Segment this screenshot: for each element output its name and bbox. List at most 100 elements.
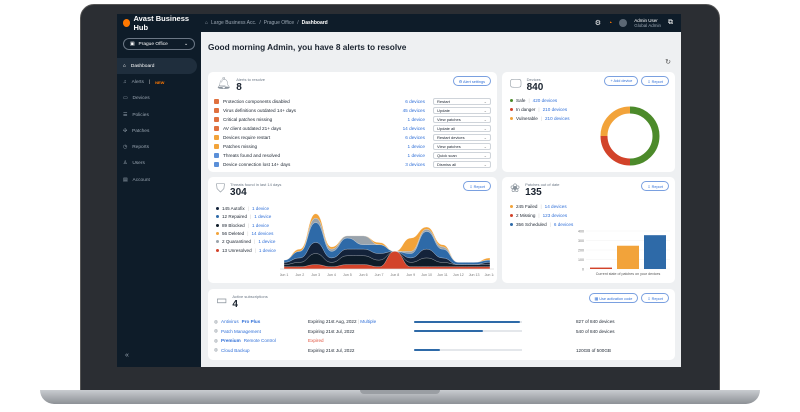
- subscription-name-link[interactable]: ◍ Premium Remote Control: [214, 338, 308, 344]
- patches-report-button[interactable]: ⇩ Report: [641, 181, 669, 191]
- subscription-tier: Premium: [221, 338, 241, 343]
- alert-action-select[interactable]: Restart devices ⌄: [433, 134, 491, 141]
- sidebar-item-dashboard[interactable]: ⌂ Dashboard: [117, 58, 197, 75]
- alert-devices-link[interactable]: 45 devices: [402, 108, 425, 113]
- legend-item: 356 Scheduled | 6 devices: [510, 222, 573, 227]
- sidebar-item-label: Alerts: [131, 79, 144, 85]
- alert-row: Patches missing 1 device View patches ⌄: [214, 142, 491, 151]
- laptop-base: [40, 390, 760, 404]
- gear-icon[interactable]: ⚙: [594, 20, 601, 27]
- bar-scheduled[interactable]: [644, 235, 666, 269]
- legend-devices-link[interactable]: 14 devices: [251, 230, 274, 236]
- legend-dot: [216, 231, 219, 235]
- legend-item: 56 Deleted | 14 devices: [216, 231, 273, 236]
- alert-text: Protection components disabled: [223, 99, 290, 104]
- subscription-name-link[interactable]: ◍ Cloud Backup: [214, 347, 308, 353]
- report-label: Report: [473, 184, 485, 189]
- bar-missing[interactable]: [590, 267, 612, 269]
- legend-label: 356 Scheduled: [516, 222, 547, 227]
- patch-icon: ❀: [510, 181, 521, 195]
- shield-icon: ⛉: [216, 181, 226, 195]
- x-tick-label: Jun 7: [375, 273, 384, 277]
- account-icon: ▤: [123, 177, 128, 183]
- donut-slice-vulnerable[interactable]: [600, 106, 631, 137]
- legend-devices-link[interactable]: 210 devices: [542, 107, 568, 112]
- alert-devices-link[interactable]: 6 devices: [405, 99, 425, 104]
- subscriptions-report-button[interactable]: ⇩ Report: [641, 293, 669, 303]
- apps-icon[interactable]: ⧉: [668, 19, 673, 26]
- alert-devices-link[interactable]: 1 device: [407, 117, 425, 122]
- alert-row: Virus definitions outdated 14+ days 45 de…: [214, 106, 491, 115]
- sidebar-item-users[interactable]: ♙ Users: [117, 156, 201, 172]
- action-label: View patches: [437, 144, 461, 149]
- use-activation-code-button[interactable]: ▦ Use activation code: [588, 293, 639, 303]
- legend-devices-link[interactable]: 1 device: [251, 222, 270, 228]
- user-info[interactable]: Admin User Global Admin: [634, 18, 661, 28]
- legend-devices-link[interactable]: 1 device: [254, 214, 272, 220]
- alert-action-select[interactable]: Update all ⌄: [433, 125, 491, 132]
- alerts-label: Alerts to resolve: [236, 77, 265, 82]
- sidebar-item-reports[interactable]: ◷ Reports: [117, 139, 201, 155]
- legend-devices-link[interactable]: 123 devices: [542, 213, 568, 218]
- donut-slice-in-danger[interactable]: [600, 135, 631, 166]
- legend-devices-link[interactable]: 1 device: [251, 206, 270, 211]
- alert-settings-button[interactable]: ⚙ Alert settings: [452, 76, 491, 86]
- alert-devices-link[interactable]: 1 device: [407, 144, 425, 149]
- alert-action-select[interactable]: Dismiss all ⌄: [433, 161, 491, 168]
- alert-settings-label: Alert settings: [463, 79, 485, 84]
- user-role: Global Admin: [634, 23, 661, 28]
- legend-devices-link[interactable]: 420 devices: [532, 98, 558, 103]
- alert-action-select[interactable]: View patches ⌄: [433, 116, 491, 123]
- sidebar-item-account[interactable]: ▤ Account: [117, 172, 201, 188]
- legend-label: 145 Autofix: [222, 206, 245, 211]
- legend-devices-link[interactable]: 14 devices: [544, 204, 567, 209]
- separator: |: [254, 247, 256, 253]
- legend-devices-link[interactable]: 1 device: [258, 239, 276, 245]
- product-icon: ◍: [214, 328, 219, 333]
- legend-label: 2 Quarantined: [222, 239, 252, 245]
- alert-action-select[interactable]: View patches ⌄: [433, 143, 491, 150]
- alert-action-select[interactable]: Update ⌄: [433, 107, 491, 114]
- legend-item: 145 Autofix | 1 device: [216, 206, 269, 211]
- separator: |: [540, 204, 542, 209]
- legend-devices-link[interactable]: 6 devices: [553, 222, 574, 227]
- collapse-sidebar-icon[interactable]: «: [125, 352, 129, 359]
- card-icon: ▭: [216, 293, 228, 307]
- legend-label: Vulnerable: [516, 116, 538, 121]
- alert-action-select[interactable]: Restart ⌄: [433, 98, 491, 105]
- breadcrumb-office[interactable]: Prague Office: [263, 20, 295, 26]
- chart-caption: Current state of patches on your devices: [596, 272, 661, 276]
- alert-devices-link[interactable]: 1 device: [407, 153, 425, 158]
- subscription-row: ◍ Premium Remote Control Expired: [214, 336, 669, 345]
- separator: |: [148, 79, 151, 85]
- threats-report-button[interactable]: ⇩ Report: [463, 181, 491, 191]
- devices-report-button[interactable]: ⇩ Report: [641, 76, 669, 86]
- multiple-link[interactable]: Multiple: [360, 319, 377, 324]
- logo[interactable]: Avast Business Hub: [117, 14, 201, 32]
- office-selector[interactable]: ▣ Prague Office ⌄: [123, 38, 195, 50]
- x-tick-label: Jun 4: [327, 273, 336, 277]
- sidebar-item-alerts[interactable]: ♫ Alerts | NEW: [117, 74, 201, 90]
- bar-failed[interactable]: [617, 245, 639, 269]
- sidebar-item-patches[interactable]: ✣ Patches: [117, 123, 201, 139]
- refresh-icon[interactable]: ↻: [665, 59, 671, 66]
- subscription-name-link[interactable]: ◍ Antivirus Pro Plus: [214, 319, 308, 325]
- avatar[interactable]: [619, 19, 628, 27]
- notification-icon[interactable]: ◔: [608, 19, 613, 27]
- alert-action-select[interactable]: Quick scan ⌄: [433, 152, 491, 159]
- page-title: Good morning Admin, you have 8 alerts to…: [208, 42, 407, 52]
- sidebar-item-policies[interactable]: ☰ Policies: [117, 107, 201, 123]
- add-device-button[interactable]: + Add device: [604, 76, 639, 86]
- donut-slice-safe[interactable]: [629, 106, 660, 166]
- sidebar-item-devices[interactable]: ▭ Devices: [117, 91, 201, 107]
- subscription-name-link[interactable]: ◍ Patch Management: [214, 328, 308, 334]
- legend-dot: [510, 223, 513, 226]
- legend-devices-link[interactable]: 210 devices: [545, 116, 570, 121]
- action-label: Restart devices: [437, 135, 465, 140]
- legend-devices-link[interactable]: 1 device: [258, 247, 276, 253]
- breadcrumb-account[interactable]: Large Business Acc.: [211, 20, 257, 26]
- alert-devices-link[interactable]: 14 devices: [402, 126, 425, 131]
- subscription-row: ◍ Patch Management Expiring 21st Jul, 202…: [214, 327, 669, 336]
- alert-devices-link[interactable]: 3 devices: [405, 162, 425, 167]
- alert-devices-link[interactable]: 6 devices: [405, 135, 425, 140]
